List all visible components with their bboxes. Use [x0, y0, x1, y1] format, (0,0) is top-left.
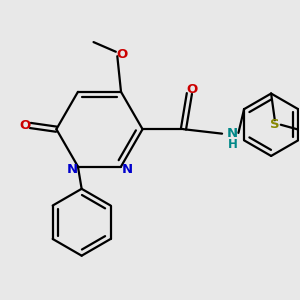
Text: O: O	[187, 83, 198, 96]
Text: N: N	[227, 127, 238, 140]
Text: S: S	[270, 118, 280, 131]
Text: N: N	[122, 163, 133, 176]
Text: N: N	[66, 163, 77, 176]
Text: O: O	[20, 119, 31, 132]
Text: H: H	[227, 138, 237, 151]
Text: O: O	[116, 48, 128, 61]
